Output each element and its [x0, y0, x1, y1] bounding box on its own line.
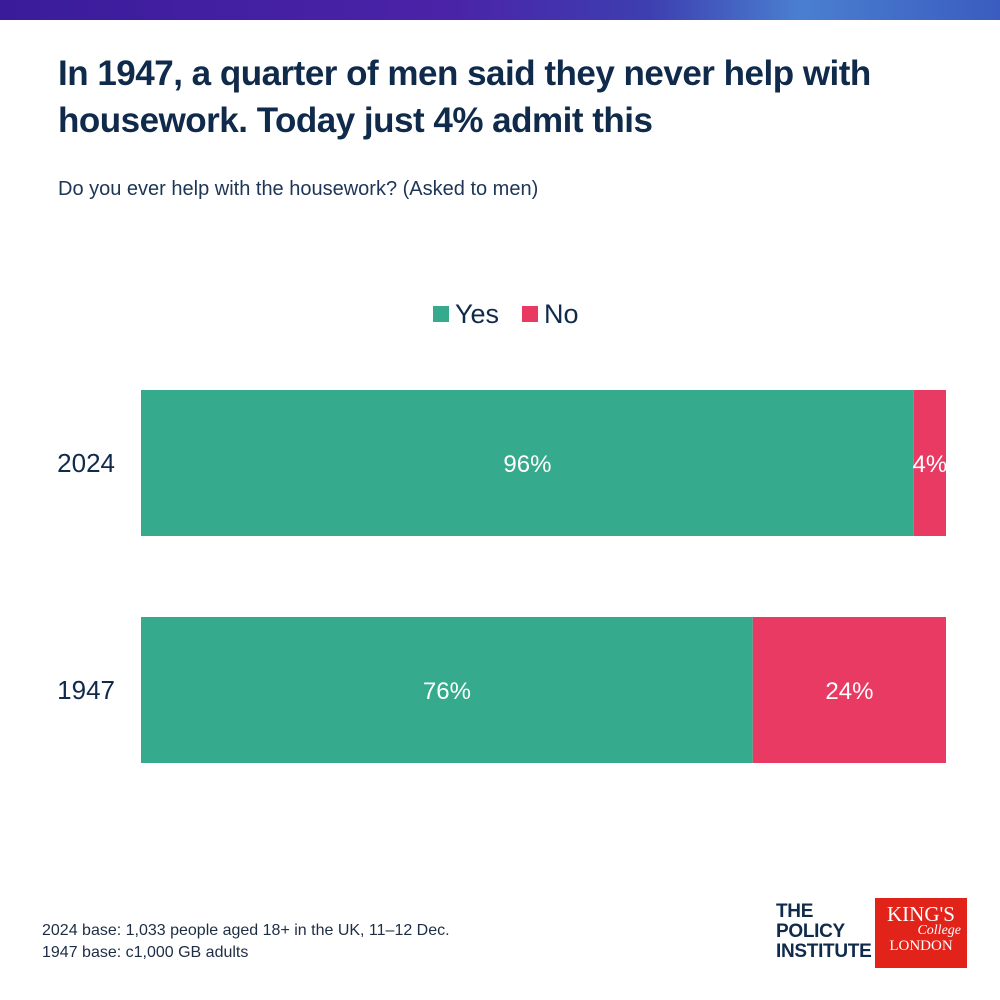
kcl-logo-line-1: KING'S [887, 902, 955, 926]
chart-title: In 1947, a quarter of men said they neve… [58, 54, 871, 140]
policy-logo-line-2: POLICY [776, 921, 845, 942]
footnote-line-1947: 1947 base: c1,000 GB adults [42, 944, 249, 961]
legend-swatch-no [522, 306, 538, 322]
category-label-1947: 1947 [57, 675, 115, 705]
footnote-line-2024: 2024 base: 1,033 people aged 18+ in the … [42, 922, 450, 939]
policy-institute-logo: THE POLICY INSTITUTE [776, 901, 872, 962]
bar-no-2024 [913, 390, 946, 536]
legend-label-yes: Yes [455, 299, 499, 329]
bar-yes-2024 [141, 390, 914, 536]
data-label-yes-1947: 76% [423, 678, 471, 705]
footnote: 2024 base: 1,033 people aged 18+ in the … [42, 920, 450, 964]
data-label-yes-2024: 96% [503, 451, 551, 478]
kcl-logo-line-2: College [917, 923, 961, 938]
legend-swatch-yes [433, 306, 449, 322]
data-label-no-1947: 24% [825, 678, 873, 705]
kcl-logo-line-3: LONDON [889, 938, 953, 954]
category-label-2024: 2024 [57, 448, 115, 478]
policy-logo-line-3: INSTITUTE [776, 941, 872, 962]
top-gradient-band [0, 0, 1000, 20]
kings-college-london-logo: KING'S College LONDON [875, 898, 967, 968]
legend-label-no: No [544, 299, 579, 329]
bar-yes-1947 [141, 617, 753, 763]
chart-subtitle: Do you ever help with the housework? (As… [58, 178, 539, 200]
data-label-no-2024: 4% [913, 451, 948, 478]
bar-no-1947 [752, 617, 946, 763]
policy-logo-line-1: THE [776, 901, 814, 922]
